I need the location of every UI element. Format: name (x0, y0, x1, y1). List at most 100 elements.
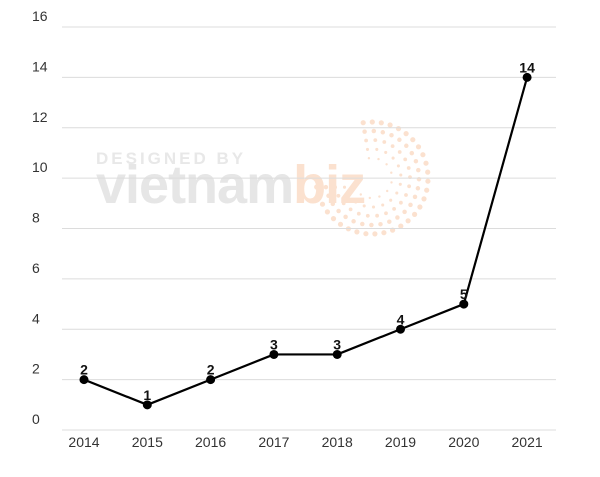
y-tick-label: 6 (32, 260, 40, 276)
watermark-dot (323, 184, 329, 190)
y-axis-ticks: 0 2 4 6 8 10 12 14 16 (32, 8, 48, 427)
watermark-dot (406, 166, 411, 170)
watermark-dot (372, 231, 378, 237)
watermark-dot (416, 167, 421, 173)
watermark-dot (390, 171, 393, 174)
watermark-dot (314, 184, 320, 190)
watermark-dot (342, 185, 347, 189)
x-tick-label: 2014 (68, 434, 99, 450)
watermark-dot (420, 152, 426, 158)
y-tick-label: 4 (32, 310, 40, 326)
watermark-dot (424, 187, 430, 193)
watermark-dot (381, 203, 385, 207)
y-tick-label: 2 (32, 361, 40, 377)
data-label: 5 (460, 286, 468, 302)
y-tick-label: 10 (32, 159, 48, 175)
data-label: 4 (397, 311, 405, 327)
watermark-brand-right: biz (293, 155, 365, 215)
watermark-dot (425, 178, 431, 184)
y-tick-label: 14 (32, 58, 48, 74)
watermark-dot (369, 119, 375, 125)
watermark-dot (392, 207, 396, 211)
watermark-dot (367, 157, 371, 160)
y-tick-label: 8 (32, 210, 40, 226)
watermark-brand-left: vietnam (96, 155, 293, 215)
y-tick-label: 16 (32, 8, 48, 24)
watermark-dot (365, 213, 370, 218)
watermark-dot (398, 223, 404, 229)
data-point (142, 400, 152, 410)
data-point (396, 324, 405, 334)
series-line-path (83, 77, 529, 406)
watermark-dot (378, 195, 381, 198)
data-label: 3 (333, 336, 341, 352)
watermark-dot (396, 164, 400, 168)
x-axis-ticks: 2014 2015 2016 2017 2018 2019 2020 2021 (68, 434, 542, 450)
watermark-dot (378, 120, 384, 126)
data-labels: 2 1 2 3 3 4 5 14 (80, 59, 535, 402)
watermark-dot (399, 200, 403, 205)
watermark-dot (404, 143, 409, 149)
y-tick-label: 0 (32, 411, 40, 427)
data-point (206, 375, 216, 385)
data-label: 14 (519, 59, 535, 75)
watermark-dot (404, 193, 408, 197)
watermark-dot (389, 132, 394, 138)
watermark-dot (398, 182, 402, 186)
watermark-dot (412, 194, 418, 200)
watermark-dot (423, 160, 429, 166)
watermark-dot (384, 150, 388, 154)
watermark-dot (405, 218, 411, 224)
watermark-dot (408, 202, 413, 208)
watermark-dot (371, 205, 376, 209)
watermark-dot (343, 214, 348, 220)
watermark-dot (380, 130, 386, 135)
watermark-logo-icon (314, 119, 431, 237)
watermark-dot (395, 215, 400, 220)
watermark-dot (387, 122, 393, 128)
watermark-dot (333, 185, 337, 190)
watermark-dot (377, 157, 380, 161)
watermark-dot (386, 189, 389, 193)
watermark: DESIGNED BY vietnambiz (96, 119, 431, 237)
y-tick-label: 12 (32, 109, 48, 125)
watermark-dot (330, 201, 336, 207)
x-tick-label: 2015 (132, 434, 163, 450)
data-point (459, 299, 469, 309)
watermark-dot (390, 181, 393, 184)
watermark-dot (415, 144, 422, 150)
watermark-dot (316, 193, 322, 199)
watermark-dot (336, 193, 341, 198)
watermark-dot (360, 120, 366, 126)
watermark-top-text: DESIGNED BY (96, 149, 246, 168)
x-tick-label: 2017 (258, 434, 289, 450)
watermark-dot (397, 150, 402, 154)
watermark-dot (389, 198, 393, 202)
x-tick-label: 2018 (322, 434, 353, 450)
x-tick-label: 2021 (512, 434, 543, 450)
series-line (83, 77, 529, 406)
x-tick-label: 2016 (195, 434, 226, 450)
watermark-dot (319, 201, 326, 207)
watermark-dot (348, 207, 353, 212)
data-label: 1 (143, 387, 151, 403)
watermark-dot (391, 156, 395, 160)
watermark-dot (365, 147, 370, 151)
watermark-dot (351, 219, 356, 224)
watermark-dot (341, 201, 346, 206)
watermark-dot (375, 213, 379, 218)
watermark-dot (410, 137, 416, 143)
watermark-dot (368, 196, 371, 200)
watermark-brand-text: vietnambiz (96, 155, 365, 215)
watermark-dot (337, 221, 344, 227)
x-tick-label: 2019 (385, 434, 416, 450)
watermark-dot (412, 211, 418, 217)
watermark-dot (354, 200, 358, 204)
watermark-dot (395, 126, 402, 132)
series-markers (79, 72, 532, 410)
watermark-dot (326, 193, 331, 199)
watermark-dot (403, 157, 408, 162)
watermark-dot (369, 222, 374, 228)
watermark-dot (381, 230, 387, 236)
